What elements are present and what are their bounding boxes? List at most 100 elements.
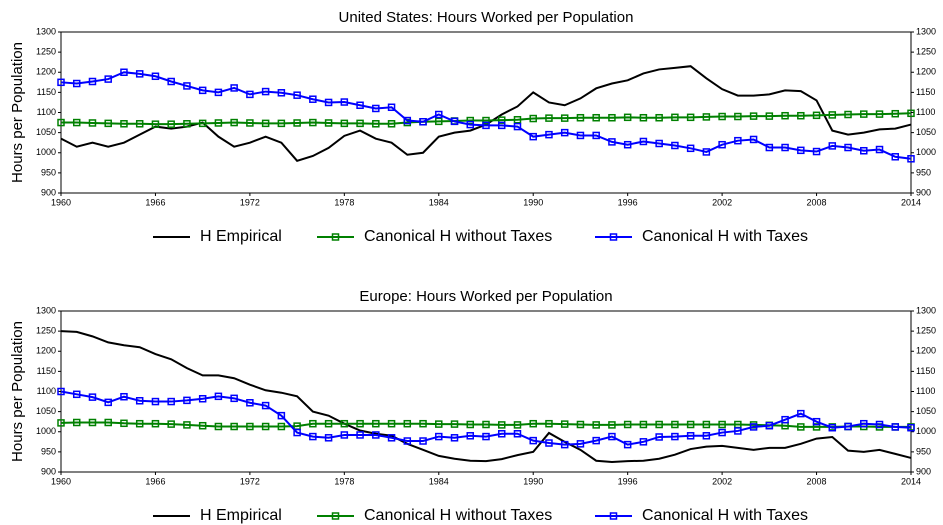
- marker: [576, 113, 585, 122]
- marker: [623, 113, 632, 122]
- marker: [261, 87, 270, 96]
- marker: [324, 119, 333, 127]
- marker: [293, 428, 301, 437]
- marker: [749, 423, 758, 431]
- x-tick-label: 1972: [240, 476, 260, 486]
- marker: [293, 91, 301, 99]
- marker: [749, 112, 758, 120]
- marker: [230, 422, 238, 431]
- marker: [608, 432, 616, 441]
- marker: [513, 421, 522, 429]
- marker: [309, 419, 317, 428]
- y2-tick-label: 1200: [916, 346, 936, 356]
- marker: [88, 119, 97, 127]
- x-tick-label: 1966: [145, 197, 165, 207]
- marker: [198, 86, 207, 95]
- marker: [545, 114, 553, 122]
- marker: [230, 118, 238, 127]
- marker: [198, 119, 207, 128]
- marker: [120, 120, 128, 128]
- marker: [529, 419, 537, 428]
- marker: [592, 131, 600, 140]
- marker: [702, 420, 711, 429]
- marker: [356, 101, 364, 110]
- x-tick-label: 1978: [334, 197, 354, 207]
- chart-title: Europe: Hours Worked per Population: [359, 288, 612, 305]
- marker: [356, 119, 364, 128]
- marker: [466, 432, 475, 440]
- marker: [135, 70, 144, 78]
- marker: [151, 419, 160, 428]
- series-line: [61, 112, 912, 126]
- marker: [72, 418, 81, 427]
- marker: [797, 111, 805, 120]
- marker: [151, 120, 160, 128]
- marker: [576, 131, 585, 140]
- x-tick-label: 2002: [712, 197, 732, 207]
- marker: [466, 120, 475, 129]
- marker: [702, 113, 711, 121]
- marker: [183, 120, 191, 128]
- marker: [261, 119, 270, 128]
- legend-marker: [609, 233, 618, 241]
- marker: [435, 432, 443, 441]
- series-line: [60, 330, 912, 463]
- marker: [639, 113, 648, 122]
- marker: [214, 422, 223, 431]
- x-tick-label: 2014: [901, 197, 921, 207]
- marker: [828, 111, 837, 119]
- y-axis-label: Hours per Population: [9, 321, 26, 462]
- marker: [104, 119, 112, 128]
- marker: [183, 396, 191, 405]
- marker: [419, 437, 427, 445]
- y-tick-label: 950: [41, 446, 56, 456]
- marker: [860, 419, 868, 428]
- marker: [277, 89, 286, 97]
- marker: [261, 422, 270, 431]
- y2-tick-label: 1100: [916, 107, 935, 117]
- marker: [214, 119, 223, 127]
- marker: [702, 148, 711, 156]
- y-tick-label: 1300: [36, 26, 56, 36]
- x-tick-label: 1960: [51, 197, 71, 207]
- marker: [151, 397, 160, 406]
- x-tick-label: 2008: [807, 476, 827, 486]
- marker: [812, 111, 821, 120]
- marker: [765, 112, 774, 120]
- marker: [435, 110, 443, 119]
- marker: [497, 421, 506, 429]
- marker: [513, 430, 522, 438]
- y-tick-label: 1150: [37, 87, 56, 97]
- x-tick-label: 1996: [618, 476, 638, 486]
- marker: [450, 420, 459, 428]
- marker: [797, 146, 805, 155]
- marker: [797, 423, 805, 431]
- marker: [734, 427, 742, 435]
- series-line: [60, 390, 912, 446]
- marker: [812, 417, 821, 426]
- marker: [828, 142, 837, 150]
- marker: [246, 90, 254, 99]
- plot-frame: [60, 31, 912, 194]
- marker: [497, 116, 506, 124]
- marker: [277, 119, 286, 128]
- marker: [372, 104, 380, 113]
- marker: [560, 128, 569, 137]
- legend-label: H Empirical: [200, 228, 282, 245]
- marker: [387, 434, 396, 442]
- marker: [860, 110, 868, 118]
- marker: [277, 422, 286, 431]
- marker: [183, 82, 191, 90]
- marker: [513, 115, 522, 124]
- x-tick-label: 2008: [807, 197, 827, 207]
- marker: [671, 141, 679, 150]
- x-tick-label: 1978: [334, 476, 354, 486]
- y-tick-label: 1050: [36, 406, 56, 416]
- marker: [435, 117, 443, 126]
- y-tick-label: 1000: [36, 426, 56, 436]
- chart-title: United States: Hours Worked per Populati…: [339, 9, 634, 26]
- legend-label: Canonical H with Taxes: [642, 228, 808, 245]
- marker: [781, 111, 789, 120]
- y-tick-label: 900: [41, 466, 56, 476]
- marker: [340, 419, 349, 428]
